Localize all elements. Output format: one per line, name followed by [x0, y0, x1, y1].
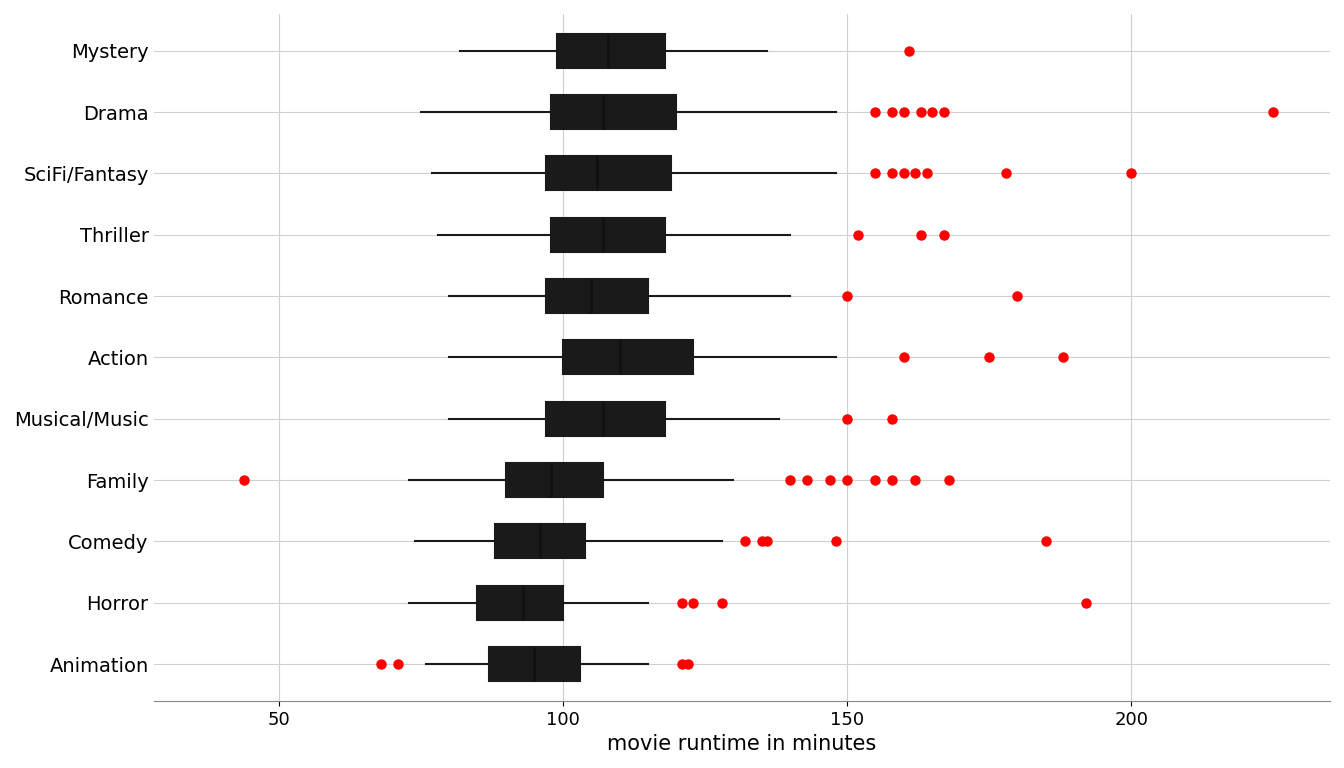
PathPatch shape: [546, 402, 665, 435]
PathPatch shape: [546, 157, 671, 190]
PathPatch shape: [495, 525, 586, 558]
PathPatch shape: [477, 586, 563, 620]
PathPatch shape: [551, 95, 676, 129]
PathPatch shape: [551, 218, 665, 252]
PathPatch shape: [546, 279, 648, 313]
PathPatch shape: [556, 34, 665, 68]
X-axis label: movie runtime in minutes: movie runtime in minutes: [607, 734, 876, 754]
PathPatch shape: [563, 340, 694, 374]
PathPatch shape: [505, 463, 602, 497]
PathPatch shape: [489, 647, 579, 681]
